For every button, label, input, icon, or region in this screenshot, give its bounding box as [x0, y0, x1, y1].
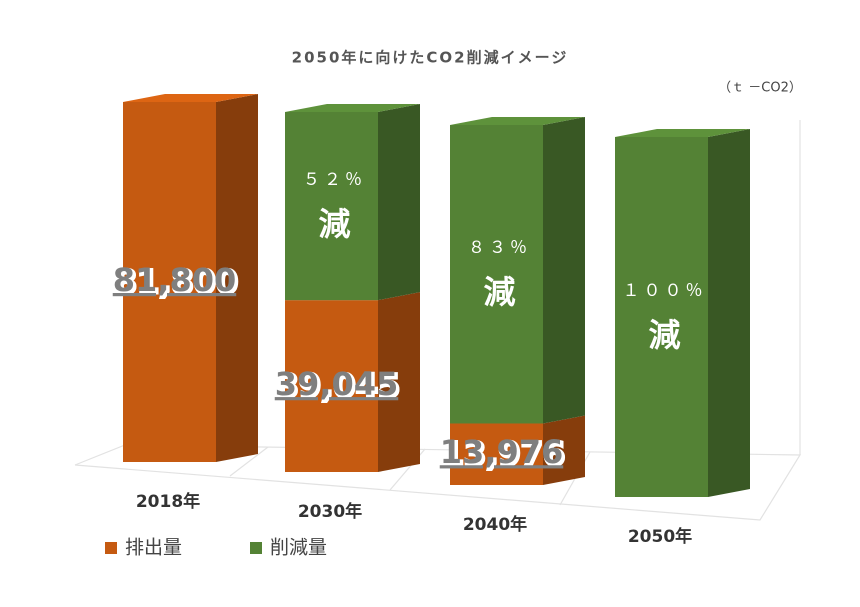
bar-segment-side — [708, 129, 750, 497]
x-tick-label: 2040年 — [463, 514, 527, 535]
annotation-word: 減 — [483, 273, 515, 311]
bar-segment-side — [378, 104, 420, 301]
value-label-shadow: 81,800 — [115, 263, 238, 301]
annotation-percent: １００％ — [623, 281, 707, 301]
bar-segment — [285, 300, 378, 472]
bar-top — [450, 117, 585, 125]
legend-label: 削減量 — [270, 537, 327, 559]
bar-segment — [123, 102, 216, 462]
value-label-shadow: 13,976 — [442, 435, 565, 473]
bar-segment — [285, 112, 378, 301]
bar-top — [285, 104, 420, 112]
unit-label: （ｔ －CO2） — [718, 81, 802, 96]
annotation-word: 減 — [648, 316, 680, 354]
bar-segment-side — [543, 415, 585, 485]
x-tick-label: 2030年 — [298, 501, 362, 522]
value-label-shadow: 39,045 — [277, 367, 400, 405]
chart-title: 2050年に向けたCO2削減イメージ — [292, 49, 569, 67]
bar-segment — [450, 423, 543, 485]
bar-top — [615, 129, 750, 137]
value-label: 39,045 — [275, 365, 398, 403]
annotation-percent: ５２％ — [303, 170, 366, 190]
bar-segment-side — [378, 292, 420, 472]
legend-swatch — [250, 542, 262, 554]
legend-swatch — [105, 542, 117, 554]
bar-segment-side — [543, 117, 585, 424]
annotation-word: 減 — [318, 205, 350, 243]
bar-segment — [615, 137, 708, 497]
x-tick-label: 2018年 — [136, 491, 200, 512]
value-label: 81,800 — [113, 261, 236, 299]
bar-segment-side — [216, 94, 258, 462]
legend-label: 排出量 — [125, 537, 182, 559]
floor-divider — [229, 446, 269, 477]
value-label: 13,976 — [440, 433, 563, 471]
floor — [74, 120, 802, 521]
x-tick-label: 2050年 — [628, 526, 692, 547]
bar-top — [123, 94, 258, 102]
bar-segment — [450, 125, 543, 424]
annotation-percent: ８３％ — [468, 238, 531, 258]
